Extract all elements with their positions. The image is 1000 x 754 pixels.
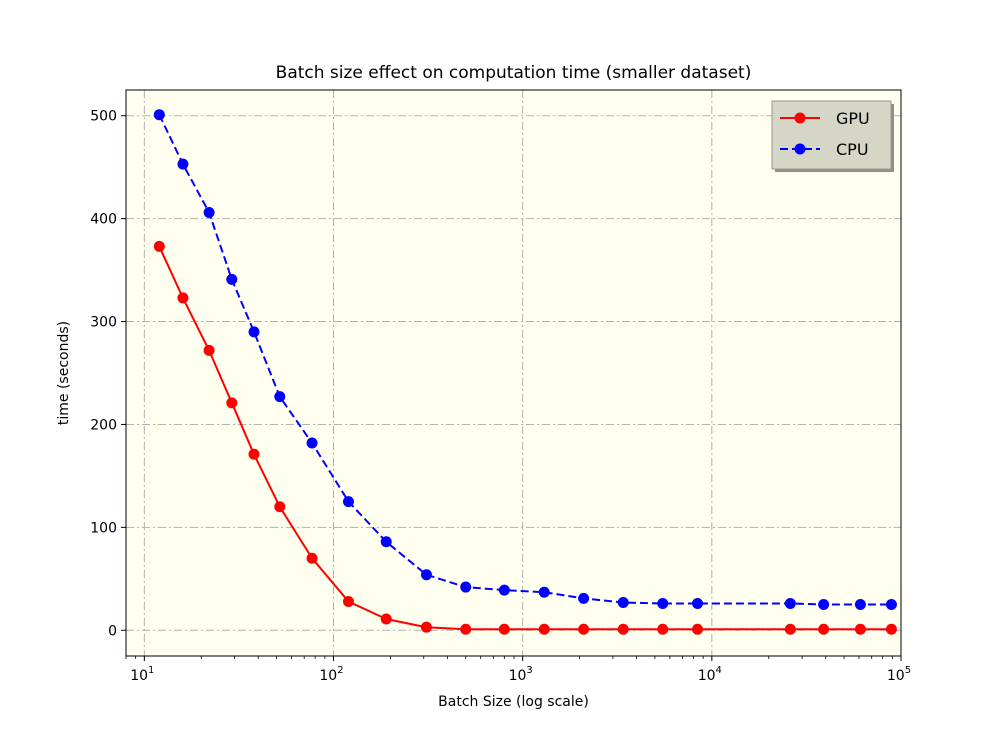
x-axis-label: Batch Size (log scale) <box>438 694 589 710</box>
cpu-data-point <box>538 586 550 598</box>
gpu-data-point <box>578 623 590 635</box>
cpu-data-point <box>460 581 472 593</box>
cpu-data-point <box>692 598 704 610</box>
gpu-data-point <box>657 623 669 635</box>
gpu-data-point <box>306 552 318 564</box>
y-tick-label: 500 <box>90 109 117 125</box>
legend: GPU CPU <box>771 100 894 172</box>
cpu-data-point <box>854 599 866 611</box>
y-axis: 0 100 200 300 400 500 <box>90 109 126 639</box>
gpu-data-point <box>274 501 286 513</box>
y-tick-label: 200 <box>90 417 117 433</box>
gpu-data-point <box>854 623 866 635</box>
cpu-data-point <box>885 599 897 611</box>
cpu-data-point <box>248 326 260 338</box>
gpu-data-point <box>617 623 629 635</box>
cpu-data-point <box>420 569 432 581</box>
gpu-data-point <box>420 621 432 633</box>
x-tick-label: 102 <box>319 665 343 684</box>
y-tick-label: 300 <box>90 315 117 331</box>
cpu-data-point <box>784 598 796 610</box>
y-tick-label: 400 <box>90 212 117 228</box>
gpu-data-point <box>885 623 897 635</box>
cpu-data-point <box>657 598 669 610</box>
y-tick-label: 100 <box>90 520 117 536</box>
legend-cpu-label: CPU <box>836 140 869 159</box>
x-tick-label: 105 <box>887 665 911 684</box>
cpu-data-point <box>226 273 238 285</box>
plot-frame <box>125 89 902 657</box>
cpu-data-point <box>578 592 590 604</box>
x-axis: 101 102 103 104 105 <box>125 656 911 684</box>
y-tick-label: 0 <box>108 623 117 639</box>
legend-box <box>771 100 892 170</box>
cpu-data-point <box>818 599 830 611</box>
legend-cpu-marker <box>794 143 806 155</box>
chart-title: Batch size effect on computation time (s… <box>276 63 752 83</box>
plot-area <box>126 90 901 656</box>
cpu-data-point <box>153 109 165 121</box>
y-axis-label: time (seconds) <box>56 321 72 425</box>
gpu-data-point <box>342 595 354 607</box>
gpu-data-point <box>460 623 472 635</box>
cpu-data-point <box>380 536 392 548</box>
series-layer <box>153 109 897 635</box>
cpu-data-point <box>274 391 286 403</box>
x-tick-label: 103 <box>509 665 533 684</box>
cpu-data-point <box>342 496 354 508</box>
gpu-data-point <box>177 292 189 304</box>
gpu-data-point <box>153 240 165 252</box>
legend-gpu-marker <box>794 112 806 124</box>
gpu-data-point <box>784 623 796 635</box>
legend-gpu-label: GPU <box>836 109 870 128</box>
gpu-data-point <box>203 344 215 356</box>
cpu-data-point <box>617 596 629 608</box>
cpu-data-point <box>498 584 510 596</box>
gpu-data-point <box>692 623 704 635</box>
cpu-data-point <box>203 206 215 218</box>
x-tick-label: 104 <box>698 665 722 684</box>
gpu-data-point <box>380 613 392 625</box>
gpu-data-point <box>248 448 260 460</box>
gpu-data-point <box>818 623 830 635</box>
gpu-data-point <box>226 397 238 409</box>
cpu-data-point <box>306 437 318 449</box>
gpu-data-point <box>498 623 510 635</box>
gpu-data-point <box>538 623 550 635</box>
cpu-data-point <box>177 158 189 170</box>
x-tick-label: 101 <box>130 665 154 684</box>
